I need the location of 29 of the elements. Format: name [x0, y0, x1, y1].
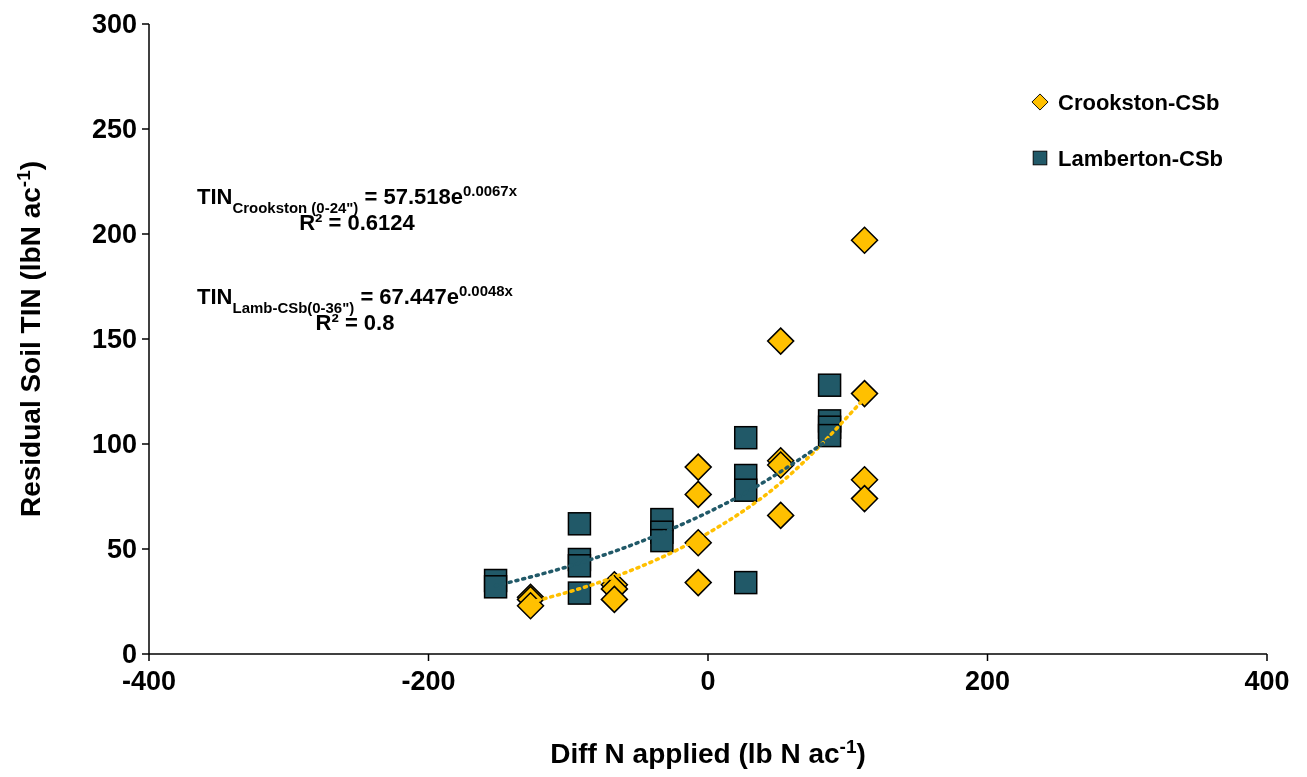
- point: [483, 575, 508, 599]
- point: [733, 570, 758, 595]
- point: [733, 425, 758, 450]
- point: [766, 501, 795, 530]
- point: [817, 373, 842, 397]
- y-tick-label: 50: [106, 534, 137, 565]
- point: [684, 480, 712, 509]
- point: [850, 484, 879, 513]
- point: [684, 568, 712, 597]
- point: [567, 554, 592, 578]
- y-tick-label: 150: [91, 324, 137, 355]
- legend-label: Crookston-CSb: [1058, 89, 1220, 115]
- y-tick-label: 200: [91, 219, 137, 250]
- point: [766, 327, 795, 355]
- point: [684, 453, 712, 481]
- point: [516, 591, 545, 620]
- point: [567, 512, 592, 536]
- point: [600, 585, 629, 614]
- point: [850, 226, 879, 255]
- y-tick-label: 300: [91, 9, 137, 40]
- x-tick-label: -200: [401, 666, 456, 696]
- x-axis-title: Diff N applied (lb N ac$^{-1}$): [550, 735, 866, 769]
- y-tick-label: 100: [91, 429, 137, 460]
- x-tick-label: 400: [1244, 666, 1290, 696]
- x-tick-label: 0: [700, 666, 716, 696]
- legend-label: Lamberton-CSb: [1058, 145, 1223, 171]
- x-tick-label: 200: [964, 666, 1011, 696]
- point: [850, 379, 879, 408]
- y-tick-label: 250: [91, 114, 137, 145]
